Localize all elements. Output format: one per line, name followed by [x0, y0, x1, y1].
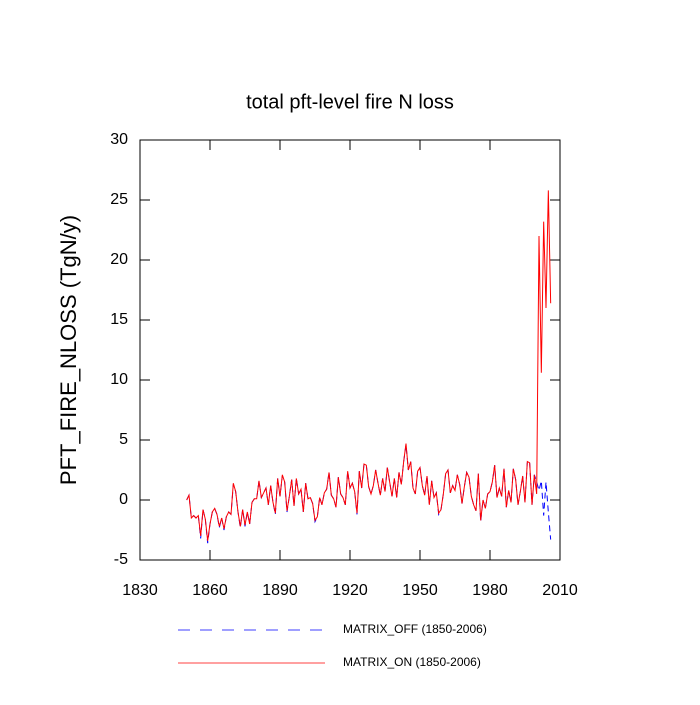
x-tick-label: 1950 [402, 582, 438, 599]
x-tick-label: 1860 [192, 582, 228, 599]
legend-label: MATRIX_OFF (1850-2006) [343, 622, 487, 636]
legend-label: MATRIX_ON (1850-2006) [343, 655, 481, 669]
series-line [186, 190, 552, 541]
y-tick-label: 30 [110, 131, 128, 148]
y-tick-label: 5 [119, 431, 128, 448]
y-tick-label: 15 [110, 311, 128, 328]
x-tick-label: 1890 [262, 582, 298, 599]
x-tick-label: 1830 [122, 582, 158, 599]
series-line [186, 444, 552, 544]
y-tick-label: -5 [114, 551, 128, 568]
chart-title: total pft-level fire N loss [246, 91, 454, 113]
y-tick-label: 10 [110, 371, 128, 388]
y-tick-label: 25 [110, 191, 128, 208]
y-axis-label: PFT_FIRE_NLOSS (TgN/y) [56, 215, 81, 485]
x-tick-label: 2010 [542, 582, 578, 599]
x-tick-label: 1920 [332, 582, 368, 599]
y-tick-label: 20 [110, 251, 128, 268]
x-tick-label: 1980 [472, 582, 508, 599]
y-tick-label: 0 [119, 491, 128, 508]
